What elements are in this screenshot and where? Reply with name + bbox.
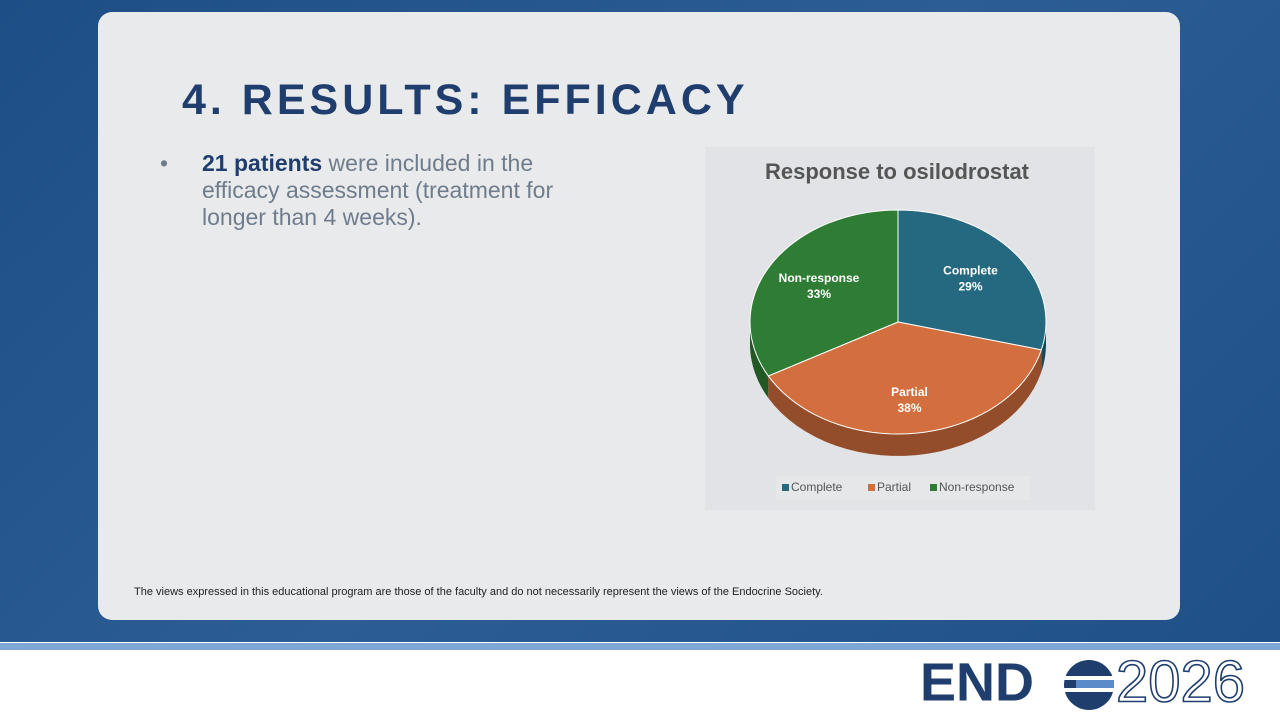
chart-title: Response to osilodrostat	[765, 159, 1030, 184]
logo-right: 2026	[1116, 652, 1245, 714]
slice-label: Non-response	[779, 271, 860, 285]
pie-slice	[897, 209, 1047, 351]
value-label: 38%	[897, 401, 921, 415]
logo: END 2026	[920, 652, 1246, 715]
slide-title: 4. RESULTS: EFFICACY	[182, 76, 749, 124]
logo-left: END	[920, 652, 1034, 712]
legend-label: Non-response	[939, 480, 1015, 494]
legend-label: Partial	[877, 480, 911, 494]
slice-side	[768, 349, 1042, 456]
legend-box	[776, 476, 1030, 500]
slice-label: Complete	[943, 264, 998, 278]
chart: Response to osilodrostat Complete 29% Part…	[749, 158, 1047, 500]
slice-label: Partial	[891, 385, 928, 399]
value-label: 29%	[958, 280, 982, 294]
value-label: 33%	[807, 287, 831, 301]
disclaimer: The views expressed in this educational …	[134, 586, 823, 598]
footer-stripe	[0, 643, 1280, 650]
slice-side	[1041, 322, 1046, 372]
legend-swatch	[868, 484, 875, 491]
bullet-dot: •	[160, 150, 169, 176]
bullet-text: were included in the efficacy assessment…	[202, 150, 554, 230]
pie-slice	[749, 209, 899, 377]
slice-side	[750, 322, 769, 398]
pie-slice	[767, 321, 1043, 435]
logo-globe	[1064, 660, 1114, 710]
legend-swatch	[930, 484, 937, 491]
legend-label: Complete	[791, 480, 843, 494]
bullet-bold: 21 patients	[202, 150, 323, 176]
bullet: • 21 patients were included in the effic…	[160, 150, 580, 231]
legend-swatch	[782, 484, 789, 491]
